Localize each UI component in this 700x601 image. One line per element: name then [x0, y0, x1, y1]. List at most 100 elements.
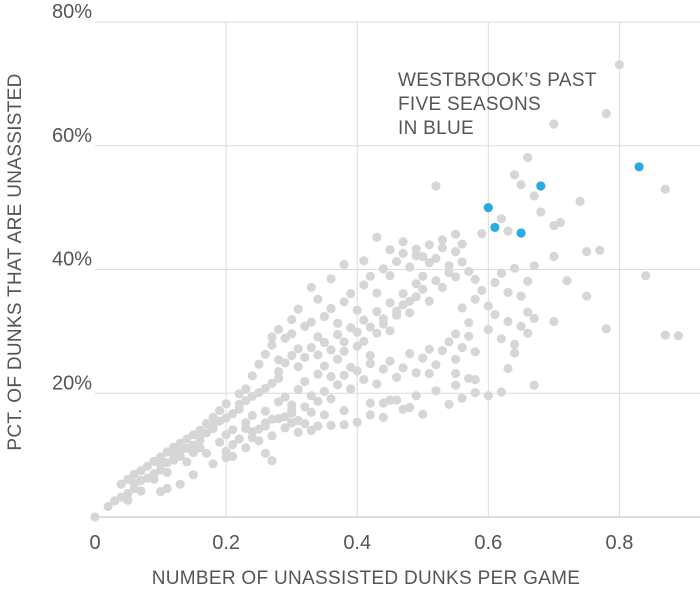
data-point	[346, 289, 356, 299]
data-point	[293, 362, 303, 372]
data-point	[601, 109, 611, 119]
data-point	[385, 326, 395, 336]
data-point	[274, 414, 284, 424]
data-point	[306, 407, 316, 417]
data-point	[451, 247, 461, 257]
data-point	[372, 328, 382, 338]
data-point	[306, 425, 316, 435]
highlighted-points	[483, 162, 644, 238]
data-point	[431, 360, 441, 370]
data-point	[549, 119, 559, 129]
x-tick-label: 0.8	[606, 532, 634, 554]
data-point	[352, 341, 362, 351]
data-point	[411, 391, 421, 401]
data-point	[313, 294, 323, 304]
data-point	[365, 398, 375, 408]
data-point	[444, 268, 454, 278]
data-point	[385, 298, 395, 308]
data-point	[306, 342, 316, 353]
data-point	[431, 386, 441, 396]
data-point	[575, 196, 585, 206]
data-point	[267, 456, 277, 466]
data-point	[326, 394, 336, 404]
data-point	[228, 409, 238, 419]
data-point	[418, 271, 428, 281]
data-point	[509, 348, 520, 358]
data-point	[660, 184, 670, 194]
data-point	[372, 232, 382, 242]
data-point	[365, 350, 375, 361]
data-point	[385, 271, 395, 281]
data-point	[464, 318, 474, 328]
data-point	[529, 313, 539, 323]
data-point	[398, 248, 408, 258]
data-point	[234, 389, 244, 399]
data-point	[274, 373, 284, 383]
data-point	[142, 461, 152, 471]
y-tick-label: 20%	[52, 372, 92, 394]
data-point	[300, 419, 310, 429]
data-point	[241, 443, 251, 453]
data-point	[437, 282, 447, 292]
data-point	[182, 434, 192, 444]
x-tick-label: 0.6	[474, 532, 502, 554]
data-point	[496, 214, 506, 224]
data-point	[405, 402, 415, 413]
data-point	[582, 291, 592, 301]
data-point	[333, 380, 343, 390]
data-point	[267, 332, 277, 342]
data-point	[300, 352, 310, 362]
data-point	[405, 262, 415, 272]
x-axis-title: NUMBER OF UNASSISTED DUNKS PER GAME	[152, 568, 581, 589]
data-point	[241, 423, 251, 434]
y-tick-label: 80%	[52, 1, 92, 23]
data-point	[260, 349, 270, 359]
annotation-line: IN BLUE	[398, 118, 474, 139]
data-point	[352, 327, 362, 337]
data-point	[411, 251, 421, 261]
data-point	[529, 191, 539, 201]
data-point	[260, 418, 270, 428]
annotation-line: FIVE SEASONS	[398, 94, 541, 115]
data-point	[359, 280, 369, 290]
data-point	[247, 433, 257, 443]
data-point	[523, 276, 533, 286]
data-point	[437, 346, 447, 356]
data-point	[378, 398, 388, 408]
data-point	[287, 418, 297, 428]
data-point	[247, 410, 257, 421]
data-point	[365, 271, 375, 281]
data-point	[418, 284, 428, 294]
data-point	[516, 321, 526, 331]
data-point	[274, 324, 284, 335]
data-point	[411, 279, 421, 289]
data-point	[346, 384, 356, 394]
data-point	[398, 237, 408, 247]
data-point	[319, 410, 329, 420]
data-point	[234, 434, 244, 444]
data-point	[516, 291, 526, 301]
data-point	[208, 459, 218, 469]
data-point	[149, 456, 159, 466]
data-point	[392, 395, 402, 405]
data-point	[260, 383, 270, 393]
y-tick-label: 60%	[52, 125, 92, 147]
data-point	[333, 318, 343, 328]
data-point	[359, 256, 369, 266]
data-point	[241, 384, 251, 394]
data-point	[398, 289, 408, 299]
data-point	[208, 412, 218, 422]
data-point	[411, 244, 421, 254]
data-point	[424, 240, 434, 250]
data-point	[326, 345, 336, 355]
data-point	[365, 322, 375, 332]
data-point	[201, 448, 211, 458]
data-point	[280, 358, 290, 368]
data-point	[182, 457, 192, 467]
data-point	[470, 347, 480, 357]
data-point	[156, 452, 166, 462]
data-point	[215, 406, 225, 416]
data-point	[509, 263, 520, 273]
data-point	[418, 353, 428, 363]
